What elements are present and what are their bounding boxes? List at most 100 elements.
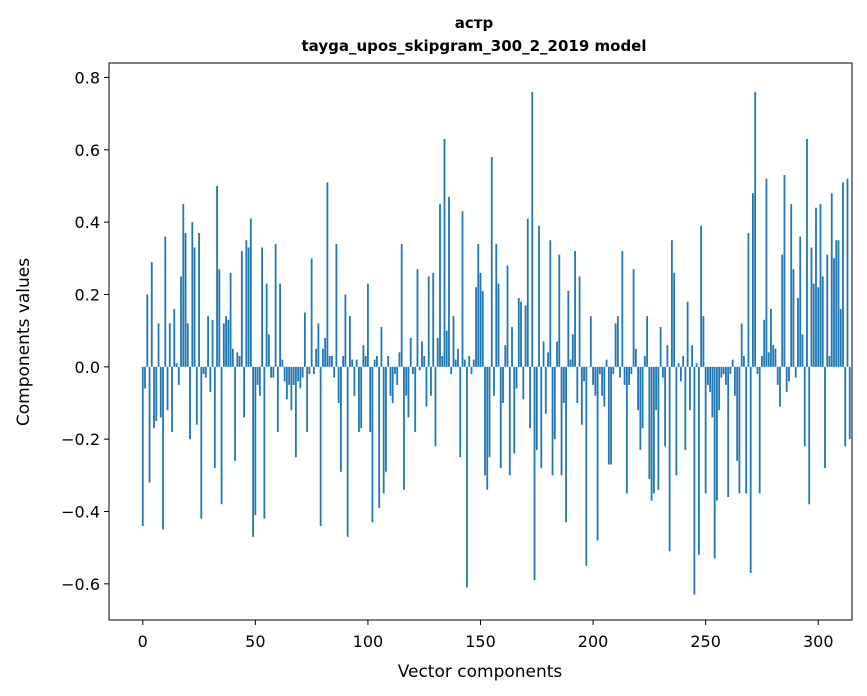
- bar: [315, 348, 318, 367]
- bar: [702, 316, 705, 367]
- bar: [234, 366, 236, 461]
- bar: [632, 269, 635, 367]
- bar: [792, 269, 795, 367]
- bar: [267, 334, 270, 367]
- bar: [639, 366, 642, 451]
- bar: [772, 345, 775, 367]
- bar: [565, 366, 567, 523]
- bar: [443, 138, 446, 367]
- chart-subtitle: tayga_upos_skipgram_300_2_2019 model: [302, 37, 647, 55]
- bar: [373, 359, 376, 367]
- bar: [666, 345, 669, 367]
- bar: [488, 366, 491, 458]
- bar: [511, 327, 513, 367]
- bar: [231, 348, 234, 367]
- bar: [688, 366, 691, 411]
- bar: [747, 232, 750, 367]
- bar: [367, 283, 369, 367]
- bar: [716, 366, 718, 501]
- bar: [614, 323, 617, 367]
- bar: [634, 348, 637, 367]
- bar: [794, 366, 797, 378]
- bar: [763, 319, 766, 367]
- bar: [202, 366, 205, 375]
- bar: [466, 366, 468, 588]
- bar: [542, 341, 545, 367]
- bar: [213, 366, 216, 469]
- bar: [801, 334, 804, 367]
- bar: [677, 363, 680, 367]
- bar: [477, 243, 480, 367]
- bar: [294, 366, 297, 458]
- bar: [303, 312, 306, 367]
- bar: [164, 236, 167, 367]
- bar: [675, 366, 678, 476]
- bar: [842, 182, 844, 367]
- bar: [146, 294, 149, 367]
- bar: [173, 308, 176, 367]
- bar: [668, 366, 671, 552]
- bar: [337, 366, 340, 403]
- bar: [193, 247, 196, 367]
- bar: [569, 359, 572, 367]
- bar: [396, 366, 399, 385]
- bar: [430, 366, 432, 396]
- bar: [637, 366, 640, 411]
- bar: [378, 366, 381, 508]
- bar: [553, 366, 556, 440]
- bar: [301, 366, 304, 378]
- bar: [567, 290, 570, 367]
- bar: [774, 348, 777, 367]
- bar: [362, 345, 365, 367]
- bar: [153, 366, 155, 429]
- y-tick-label: 0.0: [75, 358, 100, 377]
- bar: [722, 366, 725, 375]
- bar: [175, 363, 178, 367]
- bar: [839, 308, 842, 367]
- bar: [166, 366, 169, 411]
- bar: [506, 265, 509, 367]
- bar: [427, 276, 430, 367]
- bar: [740, 323, 743, 367]
- bar: [495, 243, 498, 367]
- bar: [515, 366, 518, 389]
- bar: [837, 240, 840, 367]
- x-tick-label: 300: [803, 632, 834, 651]
- bar: [353, 366, 356, 396]
- bar: [529, 366, 531, 429]
- bar: [418, 366, 421, 371]
- bar: [245, 240, 248, 367]
- y-tick-label: 0.8: [75, 68, 100, 87]
- x-axis-label: Vector components: [398, 662, 563, 682]
- bar: [781, 254, 784, 367]
- bar: [583, 366, 585, 382]
- bar: [504, 345, 507, 367]
- bar: [141, 366, 144, 526]
- chart-title: астр: [455, 14, 494, 32]
- bar: [155, 366, 158, 422]
- bar: [833, 258, 835, 367]
- bar: [745, 366, 748, 494]
- bar: [817, 287, 820, 367]
- bar: [824, 366, 826, 469]
- bar: [331, 355, 333, 367]
- bar: [209, 366, 212, 393]
- bar: [713, 366, 716, 559]
- bar: [551, 366, 554, 476]
- bar: [292, 366, 295, 385]
- bar: [650, 366, 653, 501]
- bar: [720, 366, 723, 378]
- bar: [405, 366, 408, 396]
- bar: [556, 341, 558, 367]
- bar: [274, 243, 277, 367]
- bar: [815, 207, 817, 367]
- bar: [333, 366, 336, 378]
- bar: [691, 345, 694, 367]
- bar: [346, 366, 349, 537]
- bar-series: [141, 91, 851, 595]
- bar: [252, 366, 254, 537]
- bar: [684, 366, 687, 451]
- bar: [387, 355, 390, 367]
- bar: [707, 366, 709, 385]
- bar: [227, 319, 230, 367]
